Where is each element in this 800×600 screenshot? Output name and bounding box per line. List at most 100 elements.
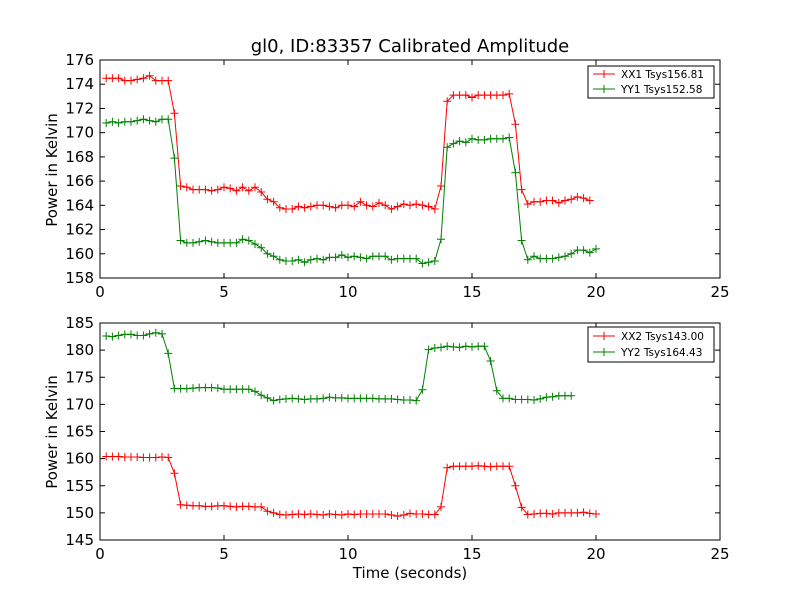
data-point-marker [579, 194, 588, 203]
data-point-marker [505, 89, 514, 98]
y-tick-label: 185 [65, 314, 94, 332]
data-point-marker [127, 117, 135, 126]
data-point-marker [573, 508, 582, 517]
data-point-marker [331, 203, 340, 212]
data-point-marker [164, 76, 173, 85]
data-point-marker [362, 201, 371, 210]
top-chart-legend-box [587, 65, 715, 99]
data-point-marker [399, 511, 408, 519]
data-point-marker [127, 330, 135, 339]
y-tick-label: 168 [65, 148, 94, 166]
bottom-chart-plot-area [102, 328, 600, 521]
top-chart-legend-marker-yy1 [600, 85, 608, 93]
data-point-marker [294, 202, 303, 211]
data-point-marker [461, 91, 470, 100]
data-point-marker [523, 255, 532, 264]
x-tick-label: 20 [586, 545, 605, 563]
data-point-marker [499, 134, 507, 143]
data-point-marker [108, 117, 117, 126]
y-tick-label: 166 [65, 172, 94, 190]
bottom-chart-legend: XX2 Tsys143.00 YY2 Tsys164.43 [587, 326, 715, 363]
data-point-marker [201, 185, 210, 194]
data-point-marker [114, 119, 123, 127]
data-point-marker [437, 235, 445, 244]
data-point-marker [486, 357, 495, 365]
data-point-marker [499, 91, 507, 100]
data-point-marker [412, 200, 421, 209]
data-point-marker [145, 71, 154, 80]
data-point-marker [443, 97, 452, 106]
data-point-marker [561, 252, 569, 261]
data-point-marker [585, 196, 594, 205]
data-point-marker [579, 508, 588, 517]
data-point-marker [176, 182, 185, 190]
data-point-marker [536, 197, 545, 206]
data-point-marker [554, 253, 563, 262]
data-point-marker [530, 252, 538, 261]
y-tick-label: 155 [65, 477, 94, 495]
data-point-marker [486, 462, 495, 471]
data-point-marker [517, 503, 526, 512]
data-point-marker [517, 185, 526, 194]
data-point-marker [393, 202, 402, 211]
data-point-marker [437, 502, 445, 511]
data-point-marker [170, 469, 179, 478]
y-tick-label: 158 [65, 269, 94, 287]
data-point-marker [244, 385, 253, 394]
data-point-marker [387, 511, 396, 519]
data-point-marker [232, 238, 241, 247]
data-point-marker [244, 186, 253, 195]
data-point-marker [170, 109, 179, 118]
data-point-marker [164, 349, 173, 358]
data-point-marker [511, 481, 520, 490]
data-point-marker [350, 252, 359, 261]
data-point-marker [356, 197, 365, 206]
data-point-marker [430, 510, 439, 519]
data-point-marker [449, 139, 458, 148]
x-tick-label: 0 [95, 283, 105, 301]
data-point-marker [344, 201, 352, 210]
data-point-marker [127, 76, 135, 85]
data-point-marker [443, 342, 452, 351]
data-point-marker [381, 252, 390, 261]
top-chart-y-axis-label: Power in Kelvin [43, 113, 61, 227]
data-point-marker [573, 192, 582, 201]
data-point-marker [176, 500, 185, 509]
data-point-marker [548, 392, 557, 401]
data-point-marker [201, 236, 210, 245]
top-chart-plot-area [102, 71, 600, 268]
data-point-marker [257, 243, 266, 252]
data-point-marker [251, 183, 259, 192]
data-point-marker [102, 119, 111, 127]
data-point-marker [443, 143, 452, 152]
data-point-marker [263, 393, 272, 402]
data-point-marker [406, 201, 414, 210]
x-tick-label: 0 [95, 545, 105, 563]
data-point-marker [306, 255, 315, 264]
bottom-chart-legend-label-xx2: XX2 Tsys143.00 [621, 331, 704, 343]
data-point-marker [114, 331, 123, 340]
data-point-marker [220, 501, 228, 510]
bottom-chart: Power in Kelvin Time (seconds) 0 5 10 15 20 2… [43, 314, 730, 582]
bottom-chart-legend-marker-xx2 [600, 332, 608, 340]
data-point-marker [375, 198, 383, 207]
y-tick-label: 160 [65, 245, 94, 263]
data-point-marker [406, 396, 414, 404]
data-point-marker [511, 120, 520, 129]
data-point-marker [561, 196, 569, 205]
data-point-marker [567, 195, 576, 204]
data-point-marker [368, 202, 377, 211]
data-point-marker [393, 512, 402, 521]
x-tick-label: 10 [338, 283, 357, 301]
data-point-marker [530, 510, 538, 518]
data-point-marker [220, 183, 228, 192]
data-point-marker [468, 93, 476, 102]
data-point-marker [337, 511, 346, 519]
data-point-marker [356, 253, 365, 262]
top-chart: gl0, ID:83357 Calibrated Amplitude Power… [43, 36, 730, 301]
data-point-marker [164, 115, 173, 124]
data-point-marker [288, 205, 297, 213]
data-point-marker [319, 255, 328, 264]
data-point-marker [387, 394, 396, 403]
x-tick-label: 5 [219, 545, 229, 563]
